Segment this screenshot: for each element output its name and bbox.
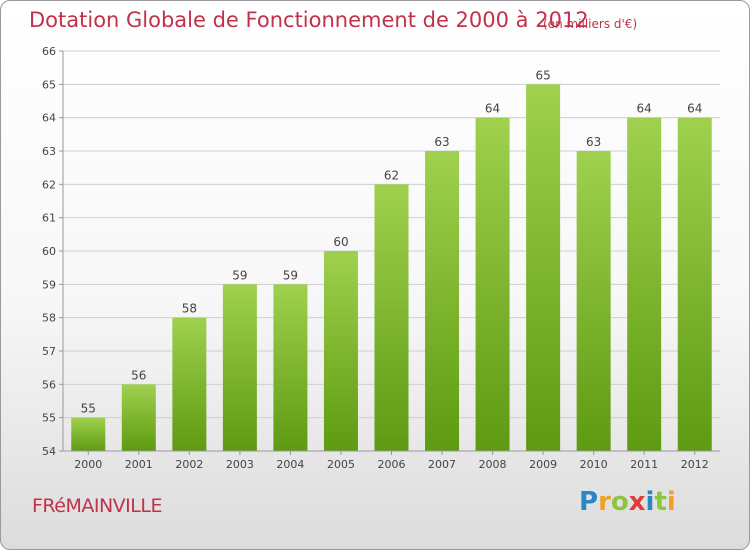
logo-letter: o bbox=[610, 487, 629, 517]
y-tick-label: 66 bbox=[42, 45, 56, 58]
data-label: 59 bbox=[232, 268, 247, 282]
bar-2005 bbox=[323, 251, 358, 451]
proxiti-logo: Proxiti bbox=[579, 487, 676, 517]
x-tick-label: 2002 bbox=[175, 458, 203, 471]
x-tick-label: 2001 bbox=[125, 458, 153, 471]
bar-2006 bbox=[374, 184, 409, 452]
data-label: 64 bbox=[687, 102, 702, 116]
data-label: 64 bbox=[485, 102, 500, 116]
bar-2002 bbox=[172, 317, 207, 451]
logo-letter: P bbox=[579, 487, 599, 517]
y-tick-label: 64 bbox=[42, 112, 56, 125]
data-label: 55 bbox=[81, 402, 96, 416]
logo-letter: i bbox=[645, 487, 655, 517]
y-tick-label: 55 bbox=[42, 412, 56, 425]
commune-name: FRéMAINVILLE bbox=[32, 495, 162, 517]
x-tick-label: 2006 bbox=[378, 458, 406, 471]
y-tick-label: 59 bbox=[42, 278, 56, 291]
y-tick-label: 62 bbox=[42, 178, 56, 191]
x-tick-label: 2003 bbox=[226, 458, 254, 471]
logo-letter: r bbox=[598, 487, 611, 517]
data-label: 64 bbox=[637, 102, 652, 116]
data-label: 58 bbox=[182, 302, 197, 316]
x-tick-label: 2007 bbox=[428, 458, 456, 471]
chart-subtitle: (en milliers d'€) bbox=[543, 17, 638, 31]
y-tick-label: 57 bbox=[42, 345, 56, 358]
data-label: 63 bbox=[586, 135, 601, 149]
x-tick-label: 2000 bbox=[74, 458, 102, 471]
bar-2001 bbox=[121, 384, 156, 451]
y-tick-label: 54 bbox=[42, 445, 56, 458]
x-tick-label: 2004 bbox=[276, 458, 304, 471]
x-tick-label: 2008 bbox=[479, 458, 507, 471]
data-label: 59 bbox=[283, 268, 298, 282]
bar-2007 bbox=[425, 151, 460, 451]
x-tick-label: 2009 bbox=[529, 458, 557, 471]
y-tick-label: 56 bbox=[42, 378, 56, 391]
y-tick-label: 61 bbox=[42, 212, 56, 225]
data-label: 65 bbox=[535, 68, 550, 82]
logo-letter: t bbox=[654, 487, 667, 517]
bar-2003 bbox=[222, 284, 257, 451]
chart-title: Dotation Globale de Fonctionnement de 20… bbox=[29, 8, 589, 32]
logo-letter: i bbox=[666, 487, 676, 517]
bar-2010 bbox=[576, 151, 611, 451]
y-tick-label: 65 bbox=[42, 78, 56, 91]
x-tick-label: 2011 bbox=[630, 458, 658, 471]
bar-2008 bbox=[475, 117, 510, 452]
data-label: 62 bbox=[384, 168, 399, 182]
x-tick-label: 2010 bbox=[580, 458, 608, 471]
y-tick-label: 60 bbox=[42, 245, 56, 258]
x-tick-label: 2012 bbox=[681, 458, 709, 471]
data-label: 56 bbox=[131, 368, 146, 382]
data-label: 63 bbox=[434, 135, 449, 149]
y-tick-label: 63 bbox=[42, 145, 56, 158]
bar-2011 bbox=[627, 117, 662, 452]
y-tick-label: 58 bbox=[42, 312, 56, 325]
bar-2012 bbox=[677, 117, 712, 452]
data-label: 60 bbox=[333, 235, 348, 249]
bar-2000 bbox=[71, 417, 106, 451]
logo-letter: x bbox=[628, 487, 646, 517]
x-tick-label: 2005 bbox=[327, 458, 355, 471]
bar-2009 bbox=[526, 84, 561, 451]
bar-2004 bbox=[273, 284, 308, 451]
